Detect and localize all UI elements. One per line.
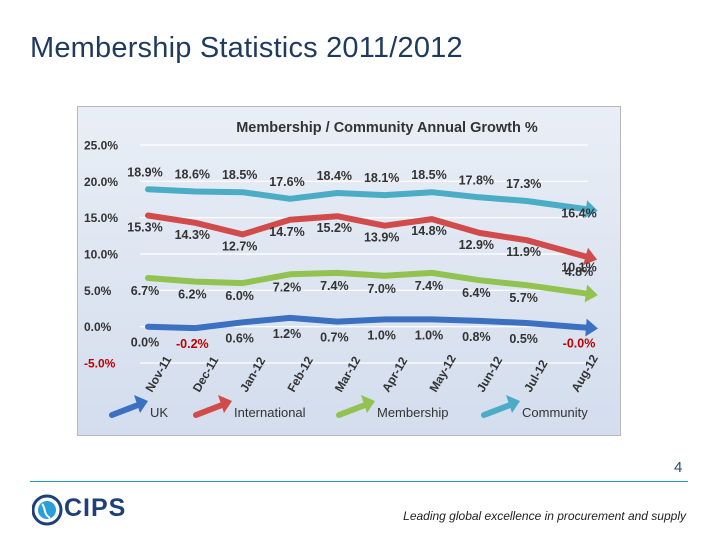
- data-label: 5.7%: [509, 291, 537, 305]
- data-label: 17.3%: [506, 177, 541, 191]
- series-line-uk: [145, 314, 591, 332]
- y-tick-label: -5.0%: [84, 357, 116, 371]
- cips-logo-icon: [32, 494, 63, 526]
- data-label: 18.1%: [364, 171, 399, 185]
- data-label: 4.8%: [565, 265, 594, 279]
- legend-swatch-uk: [109, 402, 141, 418]
- legend-arrow-international: [218, 395, 232, 413]
- legend-swatch-international: [193, 402, 225, 418]
- growth-chart: Membership / Community Annual Growth % 2…: [78, 107, 620, 435]
- data-label: 0.0%: [131, 336, 160, 350]
- legend-arrow-membership: [361, 395, 375, 413]
- data-label: 6.7%: [131, 284, 160, 298]
- y-tick-label: 5.0%: [84, 284, 112, 298]
- series-line-membership: [145, 269, 591, 297]
- series-arrowhead-international: [583, 247, 598, 266]
- legend-arrow-uk: [134, 395, 148, 413]
- series-line-community: [145, 186, 591, 213]
- footer-divider: [30, 481, 688, 482]
- chart-title: Membership / Community Annual Growth %: [236, 120, 538, 136]
- data-label: 12.9%: [459, 238, 494, 252]
- data-label: 0.7%: [320, 331, 349, 345]
- tagline: Leading global excellence in procurement…: [403, 509, 686, 523]
- data-label: 18.6%: [175, 168, 210, 182]
- legend-arrow-community: [506, 395, 520, 413]
- series-arrowhead-uk: [585, 318, 598, 337]
- y-tick-label: 15.0%: [84, 211, 118, 225]
- data-label: 15.2%: [317, 221, 352, 235]
- data-label: 6.0%: [225, 289, 254, 303]
- logo-text: CIPS: [64, 494, 127, 522]
- data-label: 7.4%: [415, 279, 444, 293]
- data-label: 18.9%: [127, 165, 162, 179]
- data-label: 18.5%: [222, 168, 257, 182]
- chart-frame: Membership / Community Annual Growth % 2…: [77, 106, 621, 436]
- data-label: 16.4%: [561, 206, 596, 220]
- data-label: 0.8%: [462, 330, 491, 344]
- series-arrowhead-membership: [584, 284, 598, 303]
- page-number: 4: [674, 459, 683, 476]
- data-label: 0.6%: [225, 331, 254, 345]
- legend-label: International: [234, 405, 306, 420]
- data-label: 1.0%: [415, 328, 444, 342]
- legend-label: Membership: [377, 405, 449, 420]
- data-label: -0.2%: [176, 337, 209, 351]
- data-label: 14.7%: [269, 225, 304, 239]
- legend-label: Community: [522, 405, 588, 420]
- legend-swatch-membership: [336, 402, 368, 418]
- data-label: 17.6%: [269, 175, 304, 189]
- data-label: 7.0%: [367, 282, 396, 296]
- data-label: 6.4%: [462, 286, 491, 300]
- data-label: 15.3%: [127, 220, 162, 234]
- data-label: 18.4%: [317, 169, 352, 183]
- data-label: 7.2%: [273, 280, 302, 294]
- legend-swatch-community: [481, 402, 513, 418]
- y-tick-label: 0.0%: [84, 320, 112, 334]
- data-label: 14.8%: [411, 224, 446, 238]
- data-label: 17.8%: [459, 173, 494, 187]
- data-label: 1.0%: [367, 328, 396, 342]
- data-label: 0.5%: [509, 332, 537, 346]
- data-label: 14.3%: [175, 228, 210, 242]
- data-label: 1.2%: [273, 327, 302, 341]
- slide-title: Membership Statistics 2011/2012: [30, 32, 463, 64]
- series-line-international: [145, 212, 591, 260]
- data-label: 13.9%: [364, 231, 399, 245]
- data-label: 6.2%: [178, 288, 207, 302]
- series-arrowhead-community: [584, 200, 598, 219]
- y-tick-label: 25.0%: [84, 139, 118, 153]
- data-label: -0.0%: [563, 337, 596, 351]
- y-tick-label: 20.0%: [84, 175, 118, 189]
- data-label: 18.5%: [411, 168, 446, 182]
- legend-label: UK: [150, 405, 168, 420]
- data-label: 7.4%: [320, 279, 349, 293]
- data-label: 12.7%: [222, 239, 257, 253]
- data-label: 10.1%: [561, 260, 596, 274]
- data-label: 11.9%: [506, 245, 541, 259]
- y-tick-label: 10.0%: [84, 248, 118, 262]
